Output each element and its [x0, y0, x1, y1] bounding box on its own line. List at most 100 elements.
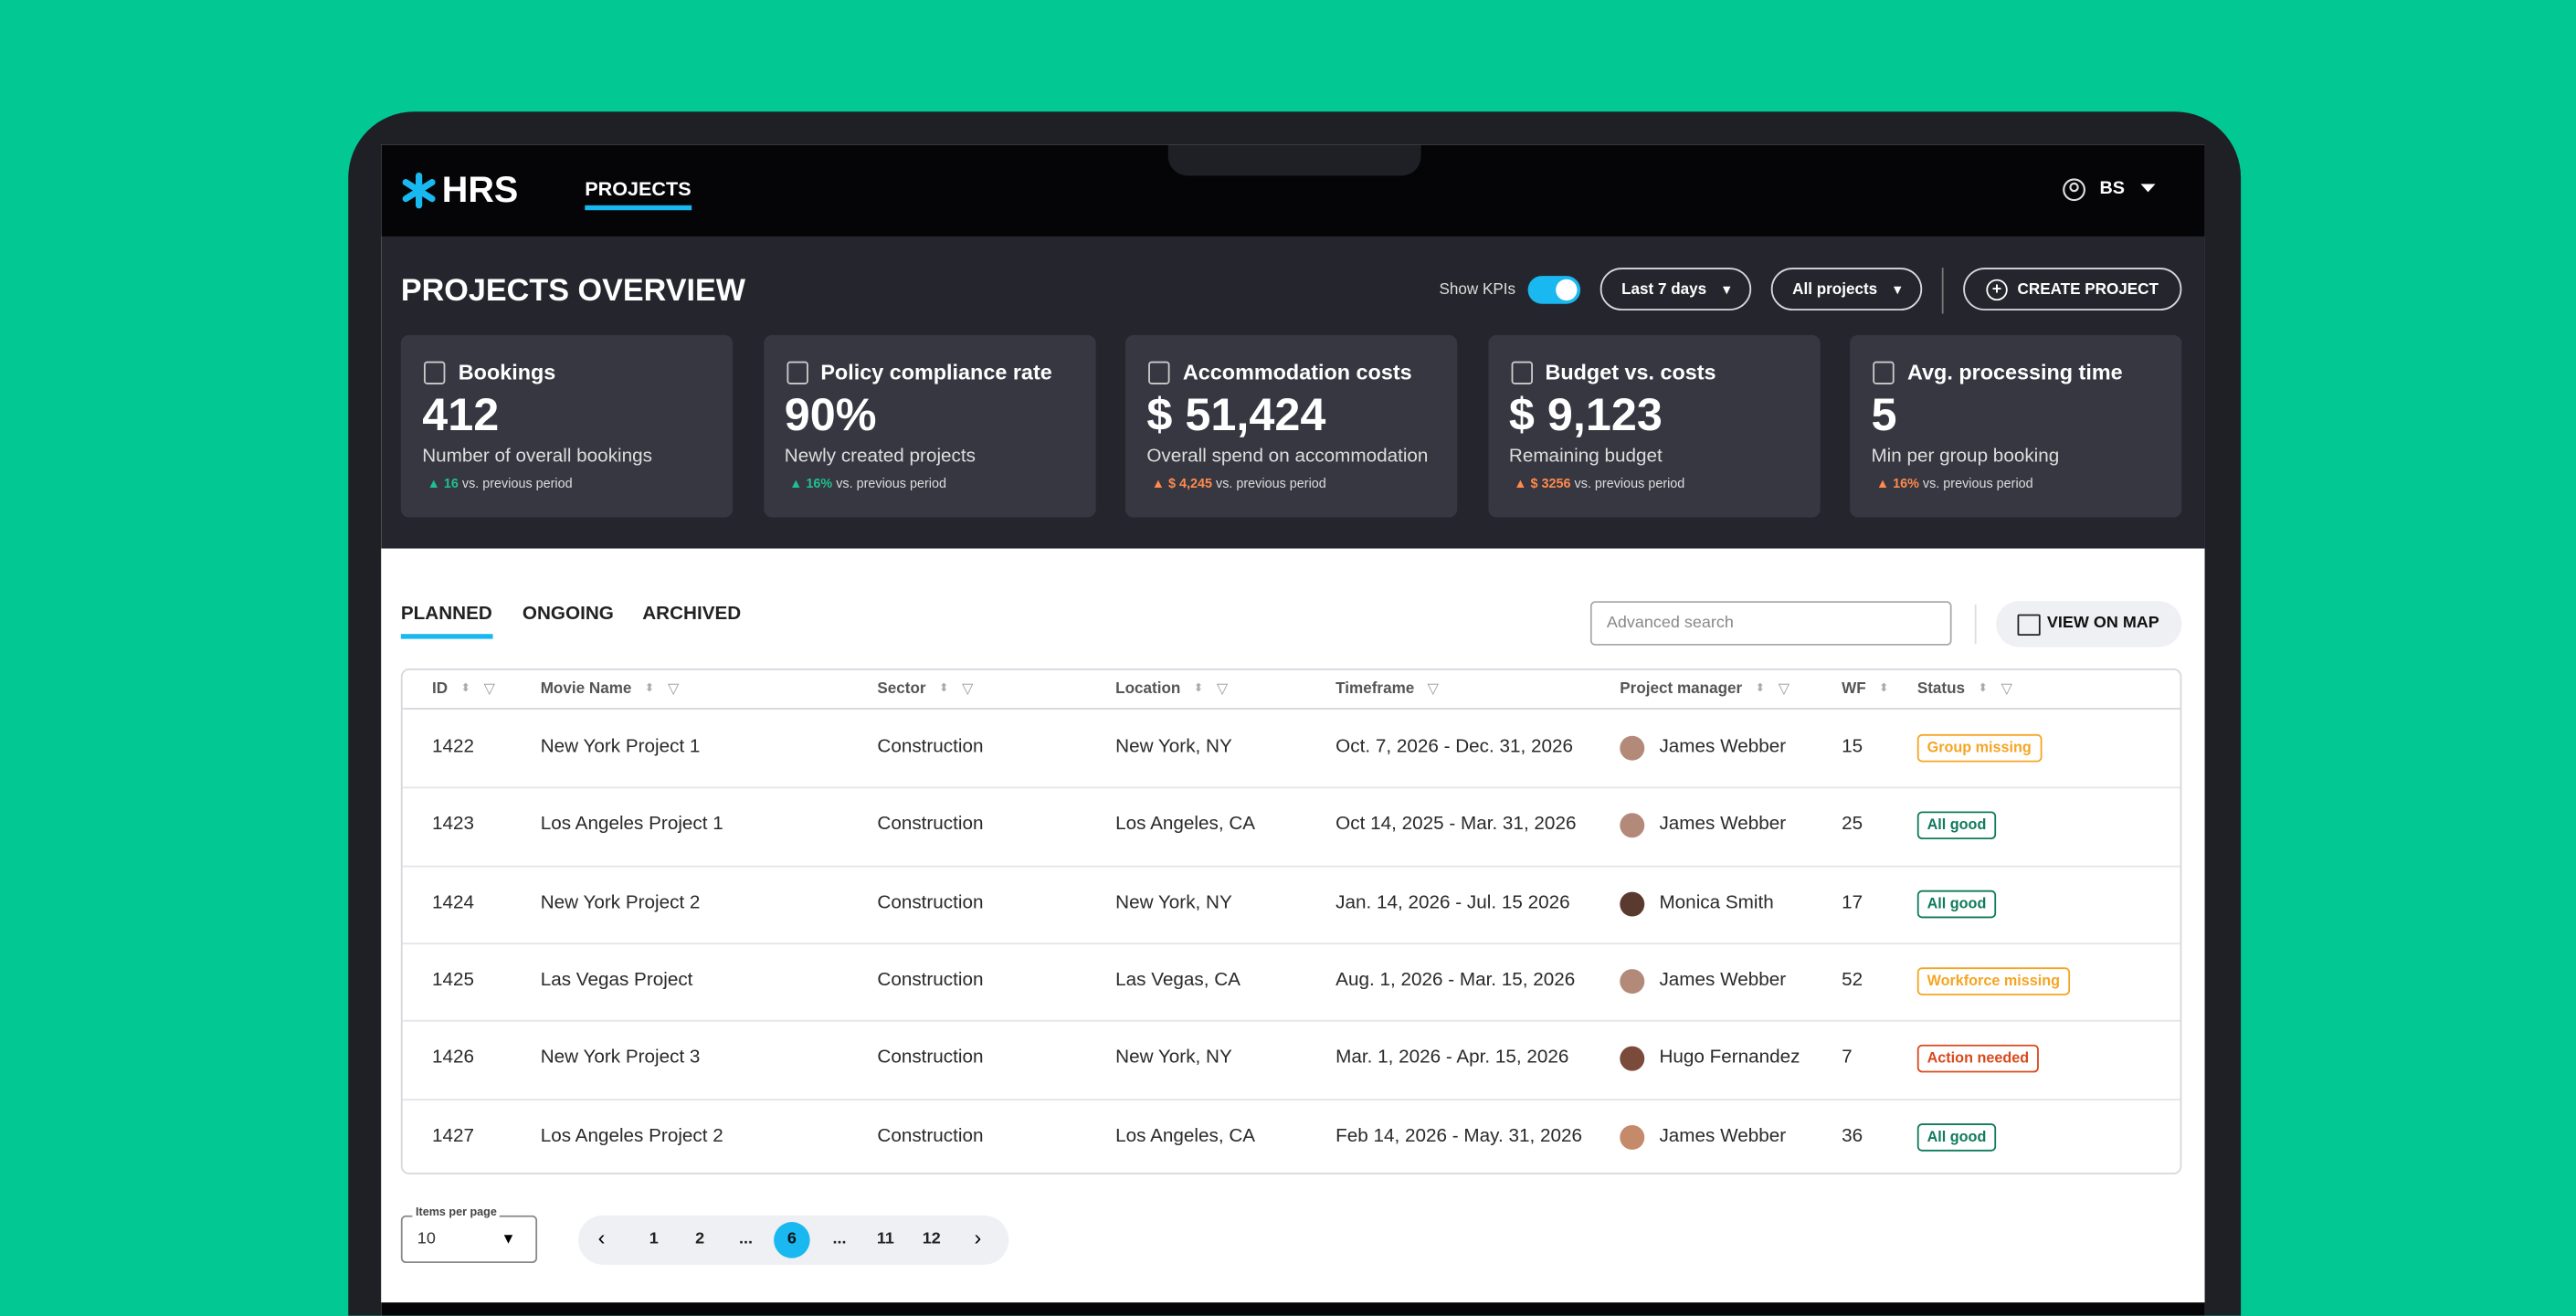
- page-title: PROJECTS OVERVIEW: [400, 274, 746, 310]
- cell: Los Angeles, CA: [1115, 1125, 1256, 1146]
- tab[interactable]: ARCHIVED: [642, 604, 742, 625]
- kpi-caption: Number of overall bookings: [422, 447, 652, 467]
- avatar: [1620, 1046, 1645, 1071]
- trend-value: 16%: [806, 476, 833, 491]
- cell: Construction: [877, 892, 984, 913]
- filter-icon[interactable]: ▽: [962, 679, 974, 697]
- cell: James Webber: [1659, 815, 1787, 836]
- sort-icon[interactable]: ⬍: [460, 683, 471, 695]
- page-button[interactable]: 2: [695, 1230, 705, 1248]
- trend-value: 16: [443, 476, 459, 491]
- cell: Las Vegas, CA: [1115, 970, 1240, 991]
- cell: 17: [1842, 892, 1863, 913]
- items-label: Items per page: [412, 1206, 501, 1219]
- kpi-trend: ▲ 16% vs. previous period: [789, 477, 946, 491]
- kpi-value: 5: [1871, 389, 1897, 440]
- sort-icon[interactable]: ⬍: [1193, 683, 1204, 695]
- cell: Los Angeles, CA: [1115, 815, 1256, 836]
- trend-arrow: ▲: [1514, 476, 1531, 491]
- cell: 1425: [431, 970, 475, 991]
- kpi-icon: [1148, 361, 1170, 384]
- trend-note: vs. previous period: [836, 476, 947, 491]
- cell: Construction: [877, 1125, 984, 1146]
- filter-icon[interactable]: ▽: [1427, 679, 1440, 697]
- row-rule: [402, 1098, 2180, 1100]
- trend-arrow: ▲: [1151, 476, 1168, 491]
- column-header: ID: [431, 679, 449, 699]
- caret: ▼: [501, 1230, 516, 1248]
- screen: HRS PROJECTS BS PROJECTS OVERVIEW Show K…: [381, 144, 2205, 1316]
- sort-icon[interactable]: ⬍: [938, 683, 949, 695]
- page-button[interactable]: ...: [739, 1230, 754, 1248]
- logo-mark: [402, 172, 436, 209]
- kpi-value: $ 51,424: [1146, 389, 1326, 440]
- column-header: Sector: [877, 679, 926, 699]
- filter-icon[interactable]: ▽: [1778, 679, 1790, 697]
- table: [400, 668, 2182, 1174]
- header-rule: [402, 708, 2180, 710]
- scope-text: All projects: [1792, 280, 1878, 300]
- page-button[interactable]: 6: [774, 1222, 810, 1258]
- caret: [2140, 184, 2156, 193]
- items-select[interactable]: Items per page 10 ▼: [400, 1206, 538, 1264]
- prev-page[interactable]: ‹: [597, 1225, 606, 1250]
- plus-icon: +: [1986, 279, 2008, 301]
- tab[interactable]: PLANNED: [400, 605, 492, 639]
- page-button[interactable]: ...: [832, 1230, 847, 1248]
- filter-icon[interactable]: ▽: [1216, 679, 1229, 697]
- content: [381, 548, 2205, 1303]
- next-page[interactable]: ›: [974, 1225, 982, 1250]
- avatar: [1620, 890, 1645, 916]
- kpi-trend: ▲ 16 vs. previous period: [428, 477, 573, 491]
- status-badge: All good: [1916, 890, 1997, 918]
- page-button[interactable]: 1: [649, 1230, 659, 1248]
- sort-icon[interactable]: ⬍: [1978, 683, 1989, 695]
- trend-arrow: ▲: [1875, 476, 1894, 491]
- cell: Monica Smith: [1659, 892, 1774, 913]
- cell: Las Vegas Project: [540, 970, 693, 991]
- trend-value: $ 3256: [1530, 476, 1571, 491]
- filter-icon[interactable]: ▽: [2001, 679, 2013, 697]
- cell: New York, NY: [1115, 737, 1232, 758]
- kpi-title: Budget vs. costs: [1545, 359, 1716, 384]
- status-badge: Action needed: [1916, 1045, 2039, 1073]
- kpi-value: 412: [422, 389, 500, 440]
- page-button[interactable]: 12: [922, 1230, 941, 1248]
- scope-select[interactable]: All projects ▼: [1770, 268, 1923, 311]
- kpi-toggle[interactable]: [1527, 276, 1581, 304]
- user-menu[interactable]: BS: [2099, 179, 2125, 199]
- sort-icon[interactable]: ⬍: [1755, 683, 1766, 695]
- kpi-card: Bookings 412 Number of overall bookings ▲ 1…: [400, 334, 734, 518]
- kpi-card: Accommodation costs $ 51,424 Overall spend…: [1124, 334, 1458, 518]
- trend-value: $ 4,245: [1167, 476, 1212, 491]
- kpi-title: Avg. processing time: [1907, 359, 2123, 384]
- kpi-caption: Remaining budget: [1508, 447, 1663, 467]
- bottom-bar: [381, 1302, 2205, 1316]
- sort-icon[interactable]: ⬍: [1879, 683, 1889, 695]
- caret: ▼: [1891, 282, 1905, 298]
- status-badge: All good: [1916, 1122, 1997, 1151]
- cell: Jan. 14, 2026 - Jul. 15 2026: [1336, 892, 1570, 913]
- search-input[interactable]: Advanced search: [1589, 601, 1952, 646]
- tab[interactable]: ONGOING: [522, 604, 614, 625]
- create-project-button[interactable]: + CREATE PROJECT: [1963, 268, 2182, 311]
- filter-icon[interactable]: ▽: [483, 679, 496, 697]
- cell: 1422: [431, 737, 475, 758]
- filter-icon[interactable]: ▽: [667, 679, 680, 697]
- trend-note: vs. previous period: [461, 476, 573, 491]
- period-text: Last 7 days: [1621, 280, 1707, 300]
- period-select[interactable]: Last 7 days ▼: [1599, 268, 1752, 311]
- kpi-icon: [786, 361, 808, 384]
- kpi-icon: [1873, 361, 1895, 384]
- cell: James Webber: [1659, 1125, 1787, 1146]
- user-icon: [2063, 178, 2085, 202]
- cell: Oct. 7, 2026 - Dec. 31, 2026: [1336, 737, 1574, 758]
- row-rule: [402, 942, 2180, 944]
- cell: Feb 14, 2026 - May. 31, 2026: [1336, 1125, 1582, 1146]
- view-map-button[interactable]: VIEW ON MAP: [1996, 601, 2182, 647]
- nav-link[interactable]: PROJECTS: [585, 177, 692, 211]
- sort-icon[interactable]: ⬍: [644, 683, 655, 695]
- page-button[interactable]: 11: [876, 1230, 894, 1248]
- cell: New York Project 1: [540, 737, 701, 758]
- kpi-trend: ▲ $ 4,245 vs. previous period: [1152, 477, 1326, 491]
